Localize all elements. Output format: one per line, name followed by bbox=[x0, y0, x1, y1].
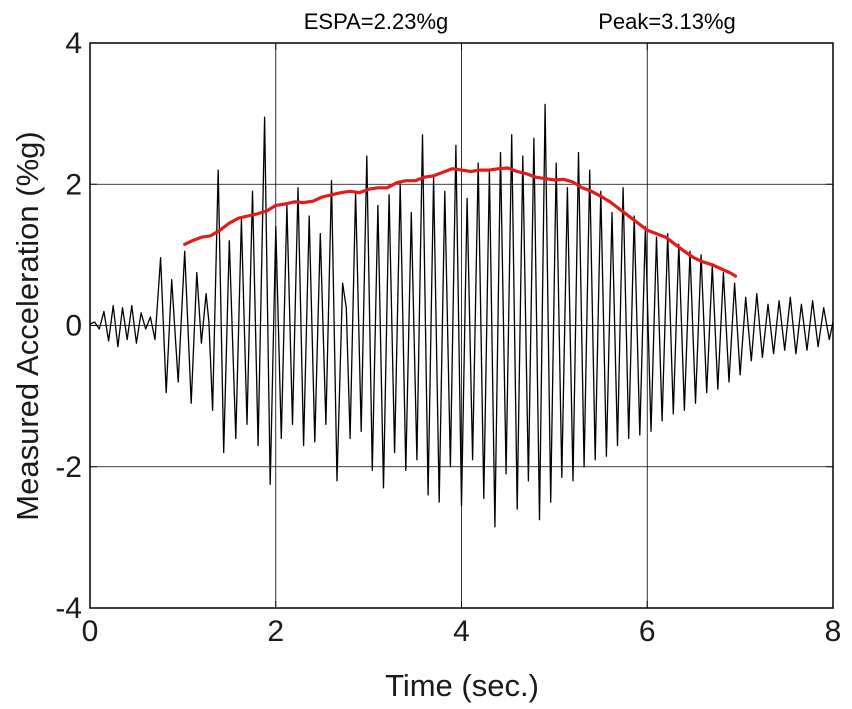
x-tick-label: 8 bbox=[825, 615, 842, 648]
y-tick-label: 2 bbox=[65, 168, 82, 201]
y-axis-title: Measured Acceleration (%g) bbox=[10, 131, 45, 520]
x-tick-label: 4 bbox=[453, 615, 470, 648]
espa-envelope-line bbox=[183, 166, 738, 278]
tick-marks bbox=[89, 42, 834, 609]
y-tick-label: -4 bbox=[55, 592, 82, 625]
y-tick-label: -2 bbox=[55, 451, 82, 484]
y-tick-label: 0 bbox=[65, 310, 82, 343]
x-tick-label: 0 bbox=[82, 615, 99, 648]
x-tick-label: 2 bbox=[267, 615, 284, 648]
y-tick-label: 4 bbox=[65, 27, 82, 60]
x-tick-label: 6 bbox=[639, 615, 656, 648]
tick-labels: 0 2 4 6 8 4 2 0 -2 -4 bbox=[55, 27, 841, 648]
acceleration-signal-line bbox=[89, 103, 834, 528]
espa-annotation: ESPA=2.23%g bbox=[304, 9, 449, 34]
peak-annotation: Peak=3.13%g bbox=[598, 9, 736, 34]
x-axis-title: Time (sec.) bbox=[385, 668, 539, 703]
series-group bbox=[89, 103, 834, 528]
